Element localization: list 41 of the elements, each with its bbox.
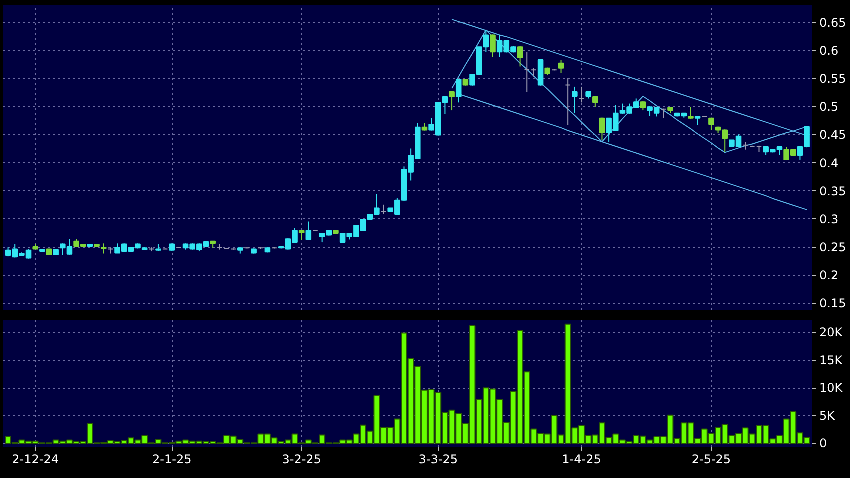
y-tick-label: 0 <box>820 436 828 451</box>
y-tick-label: 10K <box>820 381 844 396</box>
x-tick-label: 1-4-25 <box>562 452 602 466</box>
candlestick <box>306 221 312 241</box>
candlestick <box>100 243 107 254</box>
candlestick <box>660 108 667 119</box>
x-tick-label: 2-12-24 <box>12 452 60 466</box>
y-tick-label: 0.35 <box>820 184 846 198</box>
candlestick <box>490 34 496 58</box>
candlestick <box>456 79 462 104</box>
candlestick <box>688 106 694 120</box>
candlestick <box>380 204 387 215</box>
y-tick-label: 5K <box>820 408 836 423</box>
y-tick-label: 0.2 <box>820 268 839 283</box>
x-tick-label: 3-2-25 <box>282 452 322 466</box>
x-tick-label: 3-3-25 <box>418 452 458 466</box>
y-tick-label: 15K <box>820 353 844 368</box>
y-tick-label: 0.3 <box>820 212 839 226</box>
candlestick <box>449 90 455 112</box>
y-tick-label: 0.15 <box>820 296 846 311</box>
x-tick-label: 2-1-25 <box>152 452 192 466</box>
candlestick <box>517 46 524 68</box>
y-tick-label: 0.45 <box>820 128 846 142</box>
candlestick <box>572 86 578 114</box>
y-tick-label: 0.25 <box>820 240 846 255</box>
candlestick <box>558 59 564 74</box>
y-tick-label: 0.55 <box>820 72 846 86</box>
candlestick <box>298 230 305 241</box>
y-tick-label: 0.4 <box>820 156 839 170</box>
candlestick <box>524 52 530 92</box>
candlestick <box>742 141 748 150</box>
candlestick <box>599 117 606 141</box>
y-tick-label: 0.65 <box>820 16 846 30</box>
candlestick <box>708 117 714 131</box>
y-tick-label: 0.6 <box>820 44 839 58</box>
candlestick <box>217 244 223 250</box>
candlestick <box>578 86 585 104</box>
candlestick <box>565 78 571 126</box>
y-tick-label: 20K <box>820 326 844 340</box>
x-tick-label: 2-5-25 <box>692 452 732 466</box>
y-tick-label: 0.5 <box>820 100 839 114</box>
